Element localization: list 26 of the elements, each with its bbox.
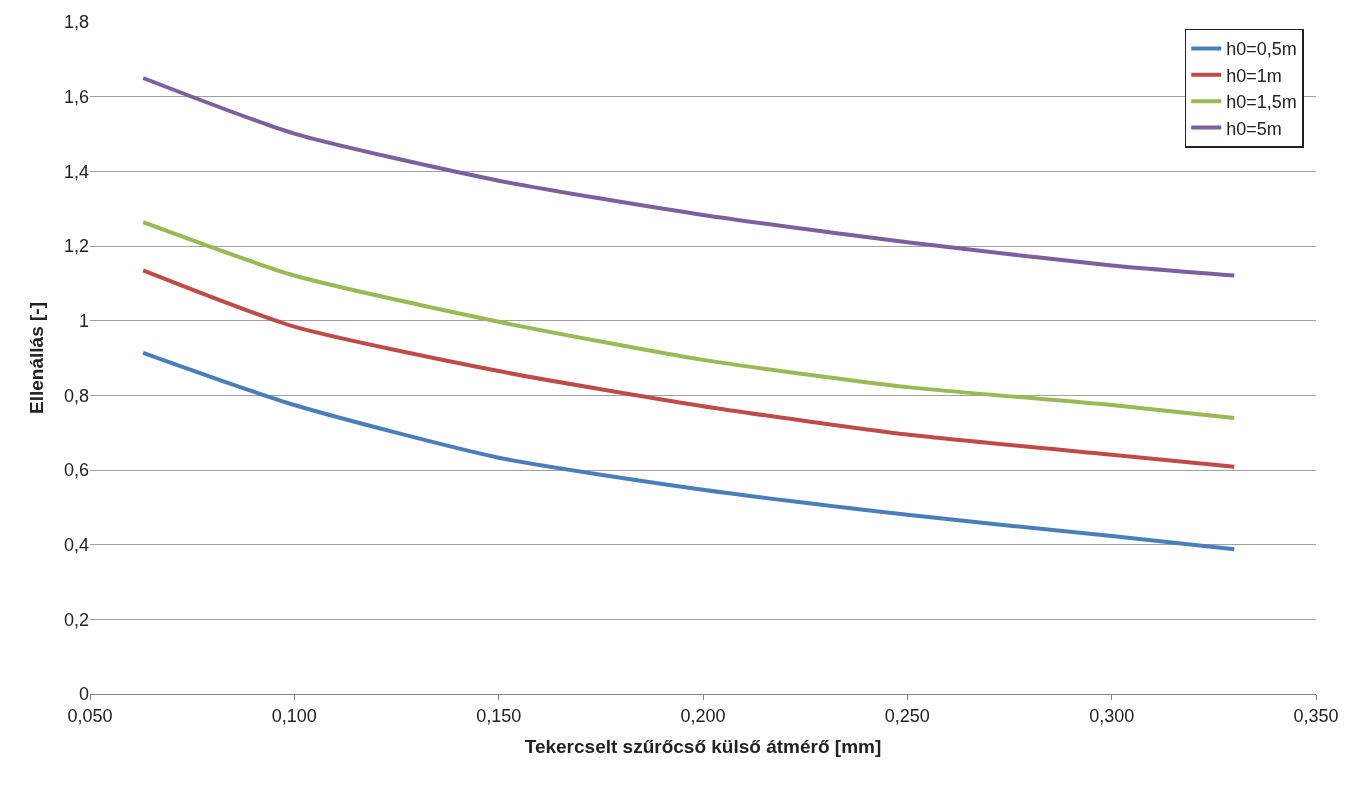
legend-label: h0=1m [1226, 65, 1282, 86]
y-tick-label: 1,2 [63, 236, 89, 257]
legend-label: h0=1,5m [1226, 92, 1297, 113]
x-tick-label: 0,050 [67, 705, 113, 726]
x-tick-label: 0,200 [680, 705, 726, 726]
line-series [141, 220, 1237, 421]
y-axis-title: Ellenállás [-] [25, 302, 47, 414]
y-tick-label: 0 [78, 684, 89, 705]
legend-label: h0=0,5m [1226, 39, 1297, 60]
x-tick-label: 0,100 [271, 705, 317, 726]
x-tick-label: 0,150 [476, 705, 522, 726]
y-tick-label: 1,8 [63, 12, 89, 33]
line-series [141, 350, 1237, 552]
line-series [141, 268, 1237, 469]
y-tick-label: 0,2 [63, 609, 89, 630]
y-tick-label: 1,6 [63, 86, 89, 107]
x-axis-title: Tekercselt szűrőcső külső átmérő [mm] [524, 736, 882, 758]
y-tick-label: 0,8 [63, 385, 89, 406]
x-tick-label: 0,250 [884, 705, 930, 726]
x-tick-label: 0,350 [1293, 705, 1339, 726]
y-tick-label: 0,6 [63, 460, 89, 481]
y-tick-label: 1,4 [63, 161, 89, 182]
x-tick-label: 0,300 [1089, 705, 1135, 726]
y-tick-label: 1 [78, 310, 89, 331]
y-tick-label: 0,4 [63, 534, 89, 555]
legend-label: h0=5m [1226, 118, 1282, 139]
